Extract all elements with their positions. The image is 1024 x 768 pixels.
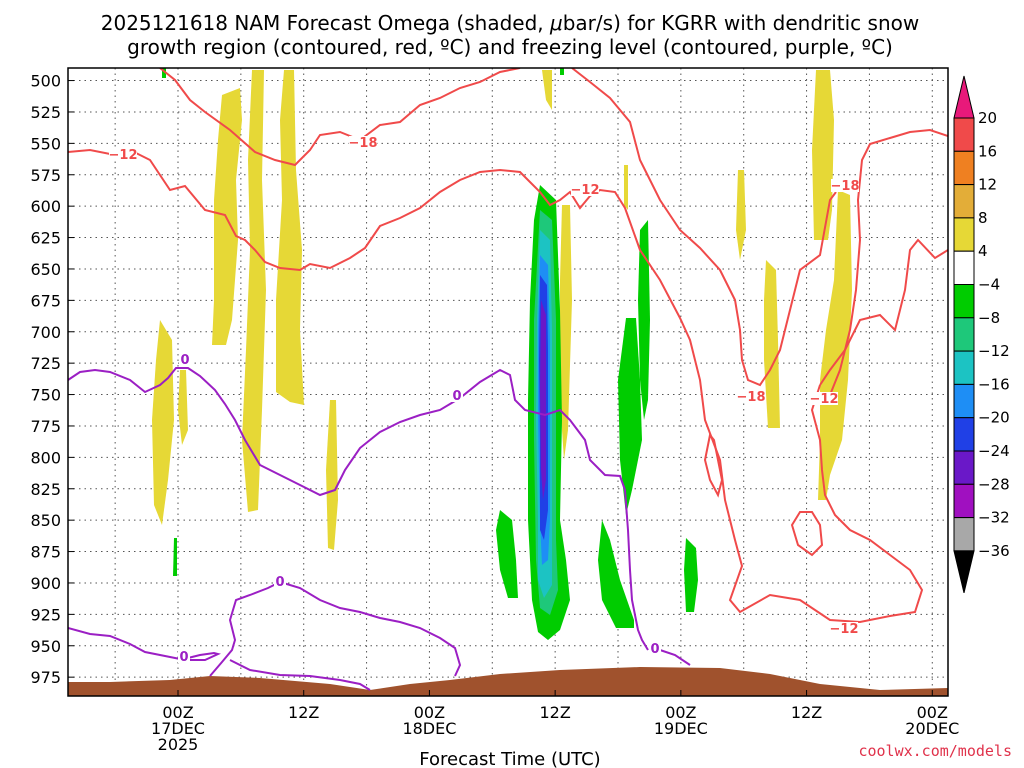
- colorbar-swatch: [953, 383, 975, 419]
- y-tick-label: 925: [30, 605, 61, 624]
- x-tick-label: 00Z: [414, 703, 445, 722]
- y-tick-label: 625: [30, 229, 61, 248]
- x-tick-label: 18DEC: [402, 719, 456, 738]
- x-tick-label: 12Z: [288, 703, 319, 722]
- colorbar-label: −12: [978, 342, 1010, 360]
- y-tick-label: 675: [30, 291, 61, 310]
- contour-label: 0: [180, 353, 189, 368]
- colorbar: 20 16 12 8 4 −4 −8 −12 −16 −20 −24 −28 −32 −36: [953, 75, 1010, 594]
- contour-label: −12: [109, 148, 138, 163]
- y-tick-label: 800: [30, 448, 61, 467]
- credit-text: coolwx.com/models: [858, 742, 1012, 760]
- colorbar-label: −28: [978, 475, 1010, 493]
- colorbar-label: −4: [978, 276, 1000, 294]
- colorbar-label: 20: [978, 109, 997, 127]
- contour-label-bg: [179, 353, 191, 366]
- contour-label: −12: [810, 392, 839, 407]
- colorbar-swatch: [953, 417, 975, 452]
- y-tick-label: 775: [30, 417, 61, 436]
- contour-labels: −12 −18 −12 −18 −18 −12 −12 0 0 0 0 0: [109, 136, 860, 665]
- x-tick-label: 12Z: [539, 703, 570, 722]
- contour-label: −18: [831, 179, 860, 194]
- colorbar-swatch: [953, 184, 975, 219]
- colorbar-label: −16: [978, 375, 1010, 393]
- y-axis: 500 525 550 575 600 625 650 675 700 725 750 775 800 8…: [30, 72, 74, 687]
- x-tick-label: 20DEC: [905, 719, 959, 738]
- colorbar-swatch: [953, 350, 975, 385]
- colorbar-swatch: [953, 450, 975, 485]
- colorbar-swatch: [953, 150, 975, 186]
- chart-title-line1: 2025121618 NAM Forecast Omega (shaded, μ…: [101, 11, 919, 35]
- x-tick-label: 00Z: [162, 703, 193, 722]
- contour-label-bg: [649, 642, 661, 655]
- y-tick-label: 750: [30, 386, 61, 405]
- chart-title-line2: growth region (contoured, red, ºC) and f…: [127, 35, 893, 59]
- colorbar-label: 4: [978, 242, 988, 260]
- contour-label: 0: [179, 650, 188, 665]
- contour-label-bg: [109, 148, 137, 161]
- contour-label: −18: [349, 136, 378, 151]
- y-tick-label: 550: [30, 134, 61, 153]
- colorbar-swatch: [953, 517, 975, 552]
- y-tick-label: 600: [30, 197, 61, 216]
- colorbar-top-arrow: [953, 75, 975, 119]
- y-tick-label: 700: [30, 323, 61, 342]
- colorbar-label: 8: [978, 209, 988, 227]
- colorbar-label: 12: [978, 176, 997, 194]
- plot-area: −12 −18 −12 −18 −18 −12 −12 0 0 0 0 0: [68, 68, 948, 696]
- y-tick-label: 500: [30, 72, 61, 91]
- contour-label-bg: [810, 392, 838, 405]
- x-tick-label: 00Z: [917, 703, 948, 722]
- contour-label-bg: [831, 179, 859, 192]
- x-tick-label: 2025: [158, 735, 199, 754]
- x-tick-label: 17DEC: [151, 719, 205, 738]
- colorbar-bottom-arrow: [953, 550, 975, 594]
- y-tick-label: 650: [30, 260, 61, 279]
- x-tick-label: 19DEC: [654, 719, 708, 738]
- y-tick-label: 825: [30, 480, 61, 499]
- colorbar-label: −32: [978, 509, 1010, 527]
- colorbar-label: −36: [978, 542, 1010, 560]
- y-tick-label: 850: [30, 511, 61, 530]
- contour-label: 0: [275, 575, 284, 590]
- colorbar-swatch: [953, 117, 975, 152]
- contour-label: −12: [830, 622, 859, 637]
- terrain-surface: [68, 667, 948, 696]
- colorbar-label: −20: [978, 409, 1010, 427]
- y-tick-label: 975: [30, 668, 61, 687]
- x-tick-label: 12Z: [791, 703, 822, 722]
- contour-label-bg: [737, 390, 765, 403]
- freezing-level-contours: [68, 367, 691, 691]
- colorbar-swatch: [953, 317, 975, 352]
- contour-label-bg: [178, 650, 190, 663]
- colorbar-label: −24: [978, 442, 1010, 460]
- omega-positive-shading: [152, 70, 852, 550]
- y-tick-label: 950: [30, 637, 61, 656]
- y-tick-label: 900: [30, 574, 61, 593]
- contour-label-bg: [830, 622, 858, 635]
- colorbar-swatch: [953, 250, 975, 285]
- colorbar-label: 16: [978, 142, 997, 160]
- contour-label-bg: [349, 136, 377, 149]
- y-tick-label: 525: [30, 103, 61, 122]
- contour-label: 0: [452, 389, 461, 404]
- colorbar-swatch: [953, 217, 975, 252]
- contour-label: −18: [737, 390, 766, 405]
- y-tick-label: 725: [30, 354, 61, 373]
- contour-label-bg: [274, 575, 286, 588]
- colorbar-swatch: [953, 284, 975, 319]
- colorbar-label: −8: [978, 309, 1000, 327]
- contour-label: −12: [571, 183, 600, 198]
- plot-border: [67, 67, 949, 697]
- x-axis-title: Forecast Time (UTC): [419, 749, 600, 768]
- y-tick-label: 875: [30, 543, 61, 562]
- contour-label-bg: [571, 183, 599, 196]
- contour-label: 0: [650, 642, 659, 657]
- colorbar-swatch: [953, 483, 975, 519]
- y-tick-label: 575: [30, 166, 61, 185]
- contour-label-bg: [451, 389, 463, 402]
- x-tick-label: 00Z: [665, 703, 696, 722]
